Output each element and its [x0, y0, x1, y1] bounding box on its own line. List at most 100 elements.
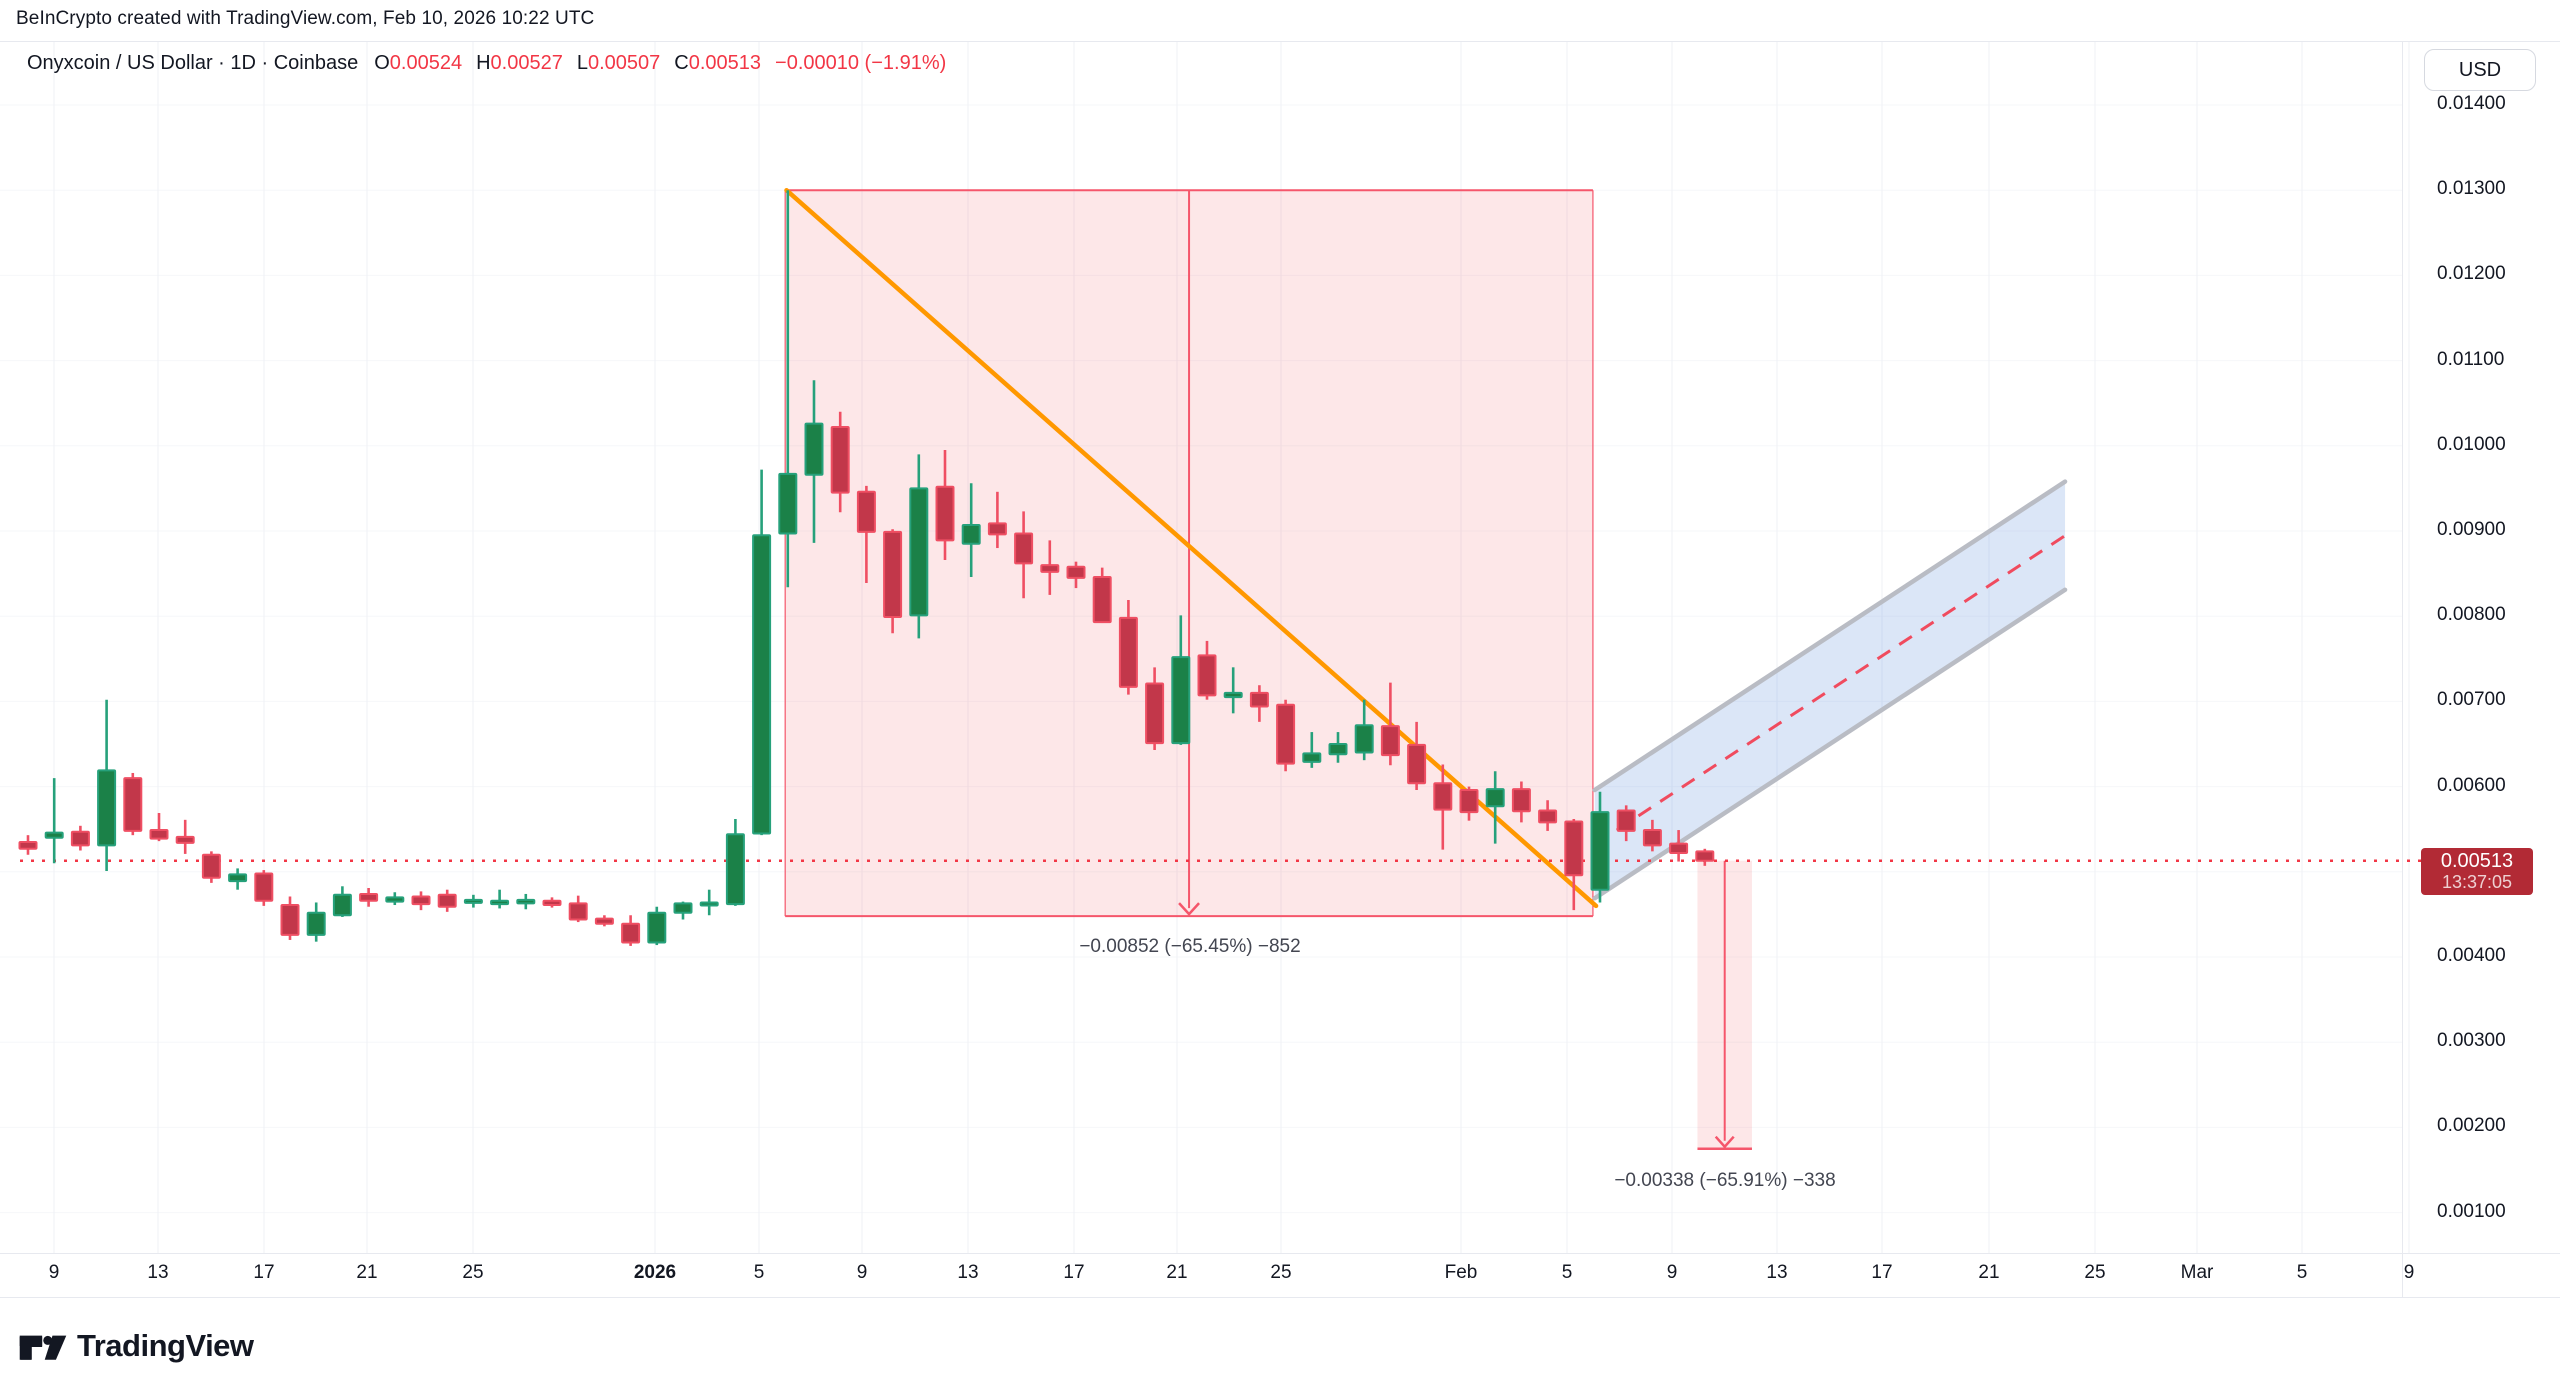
candle-body-dec-12: [123, 777, 143, 832]
candle-body-feb-10: [1695, 850, 1715, 862]
candle: [149, 813, 169, 842]
open-value: 0.00524: [389, 52, 463, 74]
low-value: 0.00507: [587, 52, 661, 74]
price-range-arrow-down-icon: [1714, 1135, 1735, 1149]
time-tick-label-17: 17: [253, 1262, 275, 1283]
open-label: O: [374, 52, 390, 74]
time-axis-divider: [0, 1253, 2560, 1254]
candle: [201, 851, 221, 883]
channel-upper-line[interactable]: [1592, 479, 2068, 793]
time-tick-label-5: 5: [753, 1262, 765, 1283]
candle: [359, 887, 379, 907]
candle-body-jan-31: [1433, 782, 1453, 811]
time-tick-label-9: 9: [1666, 1262, 1678, 1283]
candle: [437, 889, 457, 912]
low-label: L: [576, 52, 588, 74]
candle-body-jan-6: [778, 472, 798, 535]
candle-body-jan-20: [1145, 682, 1165, 745]
candle-body-dec-9: [44, 831, 64, 839]
price-axis-divider: [2402, 41, 2403, 1297]
time-tick-label-9: 9: [48, 1262, 60, 1283]
candle: [1328, 732, 1348, 763]
tradingview-logo[interactable]: TradingView: [18, 1327, 254, 1365]
candle: [254, 870, 274, 906]
candle: [935, 450, 955, 560]
candle-body-dec-20: [332, 893, 352, 917]
bar-countdown: 13:37:05: [2441, 871, 2513, 892]
candle-body-jan-22: [1197, 654, 1217, 697]
price-tick-label: 0.00300: [2437, 1030, 2506, 1052]
candle-body-jan-4: [725, 833, 745, 906]
candle: [516, 893, 536, 910]
time-tick-label-feb: Feb: [1444, 1262, 1478, 1283]
candle-body-jan-12: [935, 485, 955, 542]
candle: [856, 485, 876, 583]
candle-body-feb-8: [1642, 829, 1662, 847]
header-divider: [0, 41, 2560, 42]
time-tick-label-17: 17: [1871, 1262, 1893, 1283]
candle-body-dec-11: [97, 769, 117, 847]
candle-body-jan-25: [1276, 703, 1296, 765]
price-tick-label: 0.01200: [2437, 263, 2506, 285]
candle-body-feb-9: [1669, 842, 1689, 855]
candle: [1276, 699, 1296, 772]
candle-body-jan-23: [1223, 691, 1243, 699]
price-tick-label: 0.00900: [2437, 519, 2506, 540]
close-label: C: [674, 52, 689, 74]
time-tick-label-25: 25: [1270, 1262, 1292, 1283]
time-tick-label-25: 25: [2084, 1262, 2106, 1283]
time-tick-label-21: 21: [356, 1262, 378, 1283]
candle: [1354, 699, 1374, 761]
candle-body-jan-1: [647, 911, 667, 944]
candle: [1197, 640, 1217, 700]
candle: [306, 902, 326, 942]
candle-body-jan-18: [1092, 576, 1112, 624]
symbol-title[interactable]: Onyxcoin / US Dollar · 1D · Coinbase: [27, 52, 359, 74]
close-value: 0.00513: [688, 52, 762, 74]
candle-body-jan-8: [830, 426, 850, 494]
candle-body-feb-1: [1459, 789, 1479, 814]
time-tick-label-9: 9: [856, 1262, 868, 1283]
candle-body-jan-26: [1302, 752, 1322, 763]
candle: [228, 868, 248, 890]
candle: [1695, 848, 1715, 866]
price-tick-label: 0.01100: [2437, 348, 2505, 370]
last-price-value: 0.00513: [2440, 849, 2514, 872]
last-price-badge[interactable]: 0.00513 13:37:05: [2421, 848, 2533, 895]
time-tick-label-21: 21: [1166, 1262, 1188, 1283]
price-tick-label: 0.01300: [2437, 178, 2506, 200]
candle-body-jan-9: [856, 490, 876, 533]
candle: [987, 491, 1007, 549]
candle: [1014, 511, 1034, 599]
parallel-channel[interactable]: [1594, 481, 2066, 899]
candle-body-jan-11: [909, 487, 929, 617]
candle-body-feb-6: [1590, 811, 1610, 891]
trendline[interactable]: [784, 187, 1599, 909]
candle-body-dec-29: [568, 902, 588, 921]
candle: [830, 411, 850, 513]
candle: [1066, 561, 1086, 589]
price-tick-label: 0.00400: [2437, 945, 2506, 966]
candle: [175, 819, 195, 854]
currency-unit-button[interactable]: USD: [2424, 49, 2536, 91]
candle-body-dec-27: [516, 898, 536, 905]
symbol-header[interactable]: Onyxcoin / US Dollar · 1D · Coinbase O0.…: [27, 52, 946, 75]
chart-bottom-divider: [0, 1297, 2560, 1298]
candle: [1459, 786, 1479, 821]
candle-body-jan-3: [699, 901, 719, 907]
candle-body-feb-7: [1616, 809, 1636, 832]
candle: [1511, 781, 1531, 823]
candle: [463, 894, 483, 908]
time-tick-label-17: 17: [1063, 1262, 1085, 1283]
candle-body-jan-24: [1249, 691, 1269, 708]
candle-body-dec-31: [621, 922, 641, 944]
candle: [18, 835, 38, 855]
candle: [1485, 771, 1505, 844]
price-tick-label: 0.01000: [2437, 433, 2506, 455]
candle-body-jan-17: [1066, 565, 1086, 579]
candle-body-dec-25: [463, 898, 483, 904]
price-tick-label: 0.01400: [2437, 93, 2506, 114]
candle-body-dec-24: [437, 893, 457, 908]
candle-body-dec-28: [542, 899, 562, 907]
